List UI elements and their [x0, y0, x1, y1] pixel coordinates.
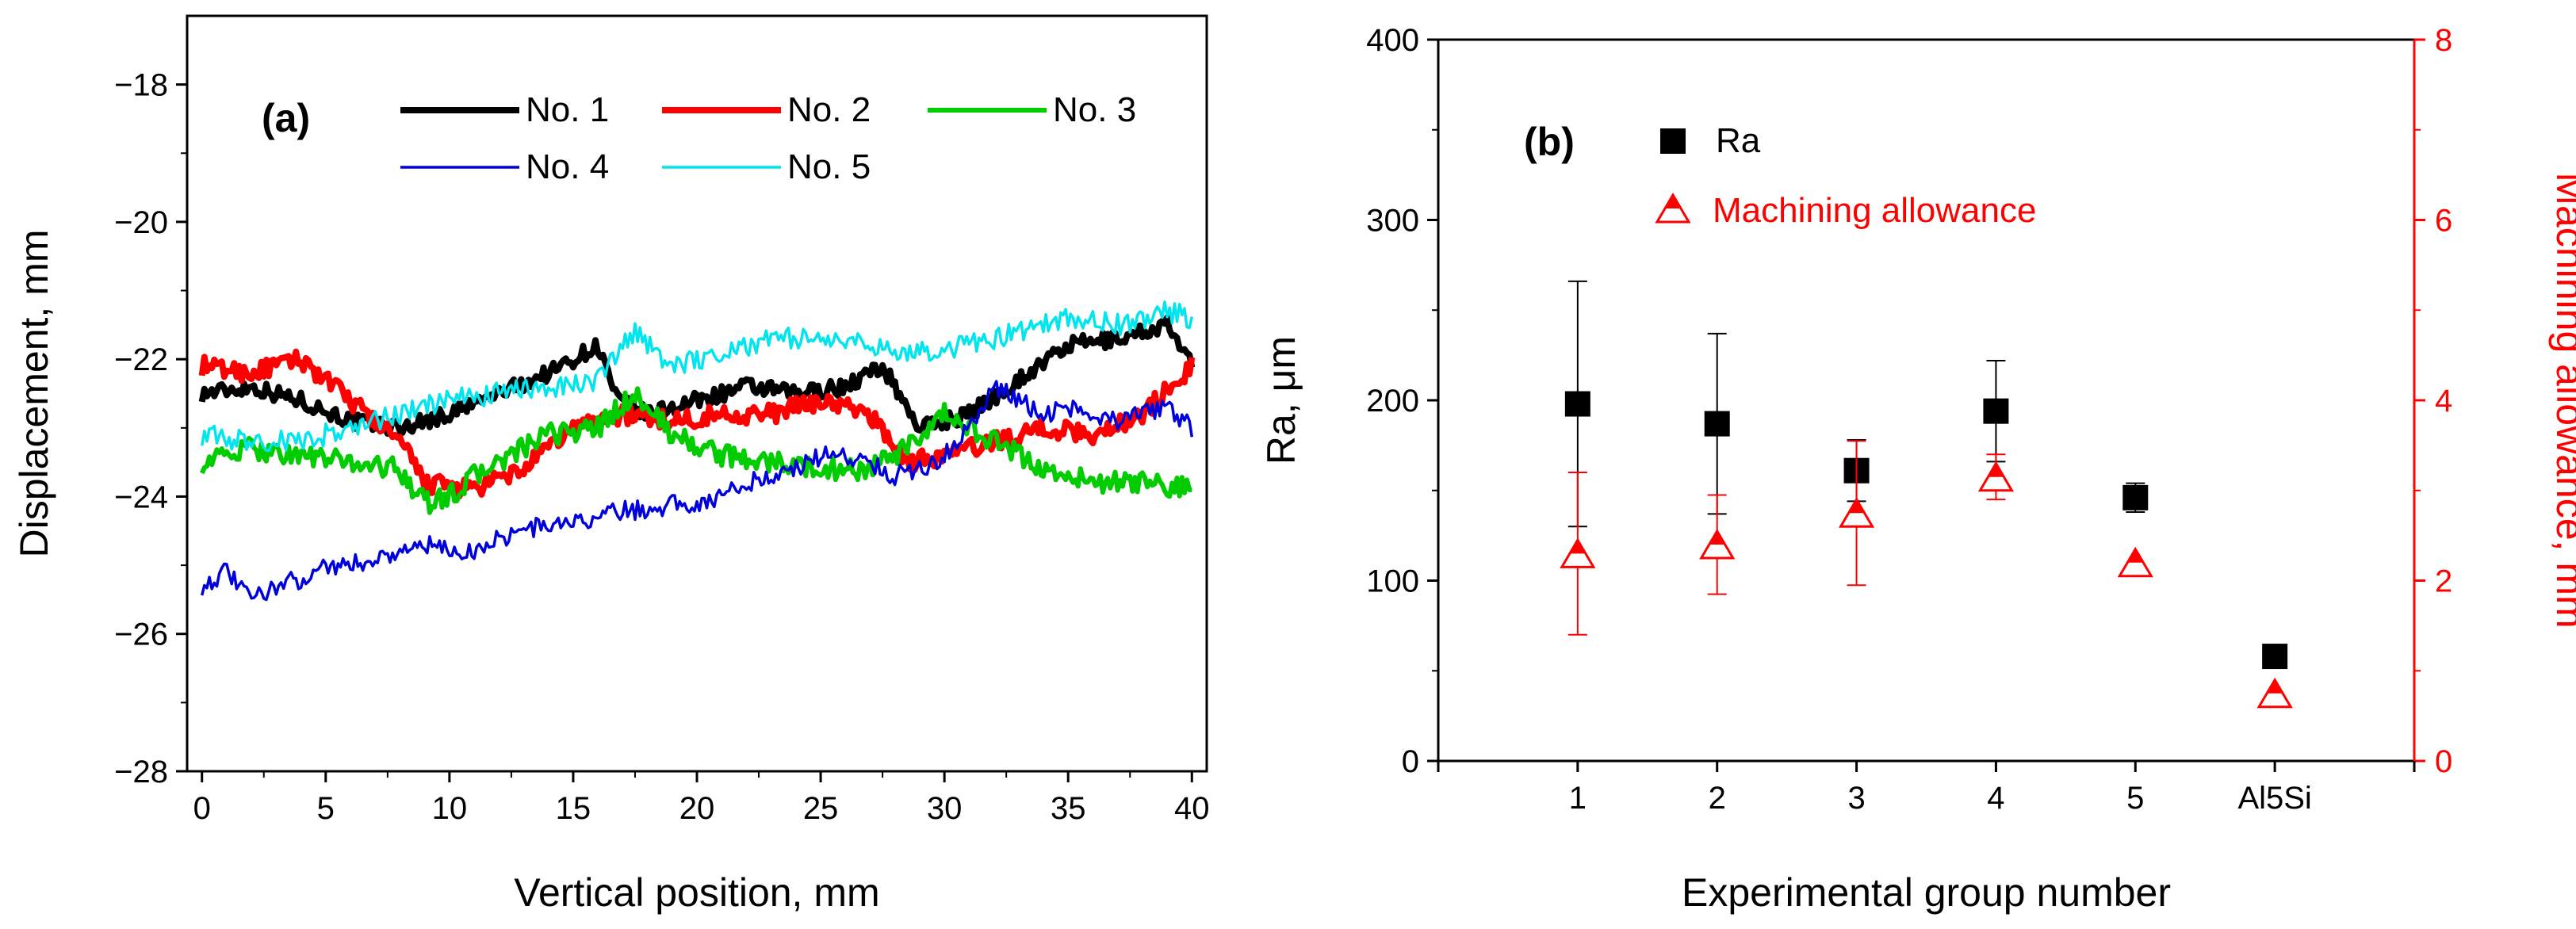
legend-marker-ra	[1660, 128, 1686, 154]
y-tick-label-b-2: 200	[1366, 384, 1419, 419]
panel-a: 0 5 10 15 20 25 30 35 40 −28 −26 −24 −22 −20 −18 Vertic…	[12, 14, 1210, 915]
y2-axis-label-b: Machining allowance, mm	[2548, 172, 2576, 628]
legend-label-2: No. 2	[787, 90, 871, 129]
y-tick-label-a-5: −18	[114, 68, 168, 103]
ra-point-1	[1704, 411, 1730, 437]
series-line-5	[200, 300, 1194, 453]
series-line-4	[201, 380, 1194, 602]
x-tick-label-a-8: 40	[1174, 791, 1210, 826]
y-tick-label-a-1: −26	[114, 617, 168, 652]
x-tick-label-a-2: 10	[432, 791, 468, 826]
x-axis-label-a: Vertical position, mm	[514, 870, 879, 915]
ma-point-4-fill	[2127, 549, 2144, 563]
y-axis-label-b: Ra, μm	[1259, 336, 1303, 464]
panel-label-a: (a)	[262, 96, 310, 140]
series-line-3	[199, 386, 1192, 515]
y-tick-label-b-4: 400	[1366, 23, 1419, 58]
x-tick-label-b-1: 2	[1709, 781, 1726, 816]
x-tick-label-a-1: 5	[317, 791, 335, 826]
ma-point-5-fill	[2267, 679, 2283, 694]
y-tick-label-b-0: 0	[1402, 744, 1419, 779]
legend-label-ma: Machining allowance	[1713, 191, 2036, 230]
ra-point-4	[2122, 484, 2149, 510]
y2-tick-label-b-4: 8	[2435, 23, 2452, 58]
ma-point-0-fill	[1569, 540, 1586, 554]
ma-point-2-fill	[1848, 499, 1865, 514]
legend-marker-ma-fill	[1665, 195, 1681, 208]
y2-tick-label-b-2: 4	[2435, 384, 2452, 419]
legend-label-ra: Ra	[1716, 121, 1761, 160]
panel-b: 0 100 200 300 400 0 2 4 6 8 1 2 3 4 5 Al5Si Experimental…	[1259, 23, 2576, 915]
legend-label-1: No. 1	[526, 90, 609, 129]
x-tick-label-a-4: 20	[679, 791, 715, 826]
x-tick-label-b-0: 1	[1569, 781, 1587, 816]
x-tick-label-b-5: Al5Si	[2237, 781, 2311, 816]
x-tick-label-a-0: 0	[193, 791, 211, 826]
y-tick-label-a-2: −24	[114, 480, 168, 514]
y-tick-label-a-4: −20	[114, 205, 168, 240]
y2-tick-label-b-3: 6	[2435, 204, 2452, 239]
series-line-1	[198, 314, 1196, 437]
y-tick-label-a-3: −22	[114, 342, 168, 377]
legend-label-3: No. 3	[1053, 90, 1136, 129]
x-tick-label-b-2: 3	[1847, 781, 1865, 816]
series-line-2	[198, 348, 1196, 500]
x-tick-label-a-5: 25	[803, 791, 839, 826]
ma-point-3-fill	[1988, 463, 2004, 477]
x-tick-label-a-6: 30	[927, 791, 963, 826]
x-tick-label-b-4: 5	[2126, 781, 2144, 816]
ra-point-3	[1983, 398, 2009, 424]
x-tick-label-b-3: 4	[1987, 781, 2004, 816]
x-tick-label-a-3: 15	[556, 791, 591, 826]
y-tick-label-b-1: 100	[1366, 564, 1419, 599]
legend-label-5: No. 5	[787, 147, 871, 186]
legend-label-4: No. 4	[526, 147, 609, 186]
y-tick-label-a-0: −28	[114, 755, 168, 789]
ra-point-5	[2262, 644, 2288, 670]
panel-label-b: (b)	[1524, 120, 1575, 164]
x-tick-label-a-7: 35	[1051, 791, 1086, 826]
ma-point-1-fill	[1709, 531, 1725, 545]
ra-point-0	[1564, 391, 1590, 417]
x-axis-label-b: Experimental group number	[1682, 870, 2171, 915]
y2-tick-label-b-0: 0	[2435, 744, 2452, 779]
y-axis-label-a: Displacement, mm	[12, 230, 56, 558]
y-tick-label-b-3: 300	[1366, 204, 1419, 239]
y2-tick-label-b-1: 2	[2435, 564, 2452, 599]
